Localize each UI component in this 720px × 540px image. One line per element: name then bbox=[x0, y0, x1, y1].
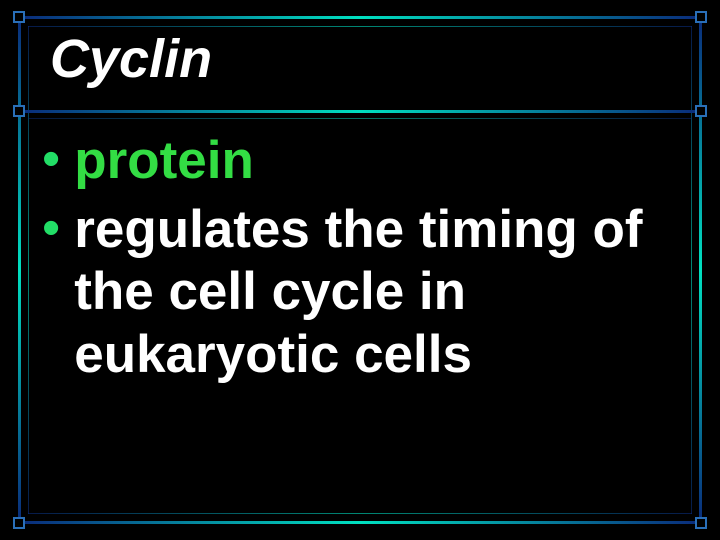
frame-border-right bbox=[699, 16, 702, 524]
bullet-glyph-icon: • bbox=[42, 130, 60, 190]
corner-square-top-right bbox=[695, 11, 707, 23]
title-divider bbox=[18, 110, 702, 113]
corner-square-bottom-right bbox=[695, 517, 707, 529]
title-divider-inner bbox=[28, 118, 692, 119]
bullet-text: protein bbox=[74, 130, 254, 193]
frame-inner-right bbox=[691, 26, 692, 514]
frame-inner-top bbox=[28, 26, 692, 27]
frame-border-bottom bbox=[18, 521, 702, 524]
bullet-text: regulates the timing of the cell cycle i… bbox=[74, 199, 680, 387]
slide-body: • protein • regulates the timing of the … bbox=[42, 130, 680, 392]
frame-border-top bbox=[18, 16, 702, 19]
frame-inner-left bbox=[28, 26, 29, 514]
slide-title: Cyclin bbox=[50, 28, 212, 90]
corner-square-top-left bbox=[13, 11, 25, 23]
frame-border-left bbox=[18, 16, 21, 524]
divider-square-right bbox=[695, 105, 707, 117]
corner-square-bottom-left bbox=[13, 517, 25, 529]
frame-inner-bottom bbox=[28, 513, 692, 514]
bullet-item: • regulates the timing of the cell cycle… bbox=[42, 199, 680, 387]
bullet-item: • protein bbox=[42, 130, 680, 193]
divider-square-left bbox=[13, 105, 25, 117]
bullet-glyph-icon: • bbox=[42, 199, 60, 259]
